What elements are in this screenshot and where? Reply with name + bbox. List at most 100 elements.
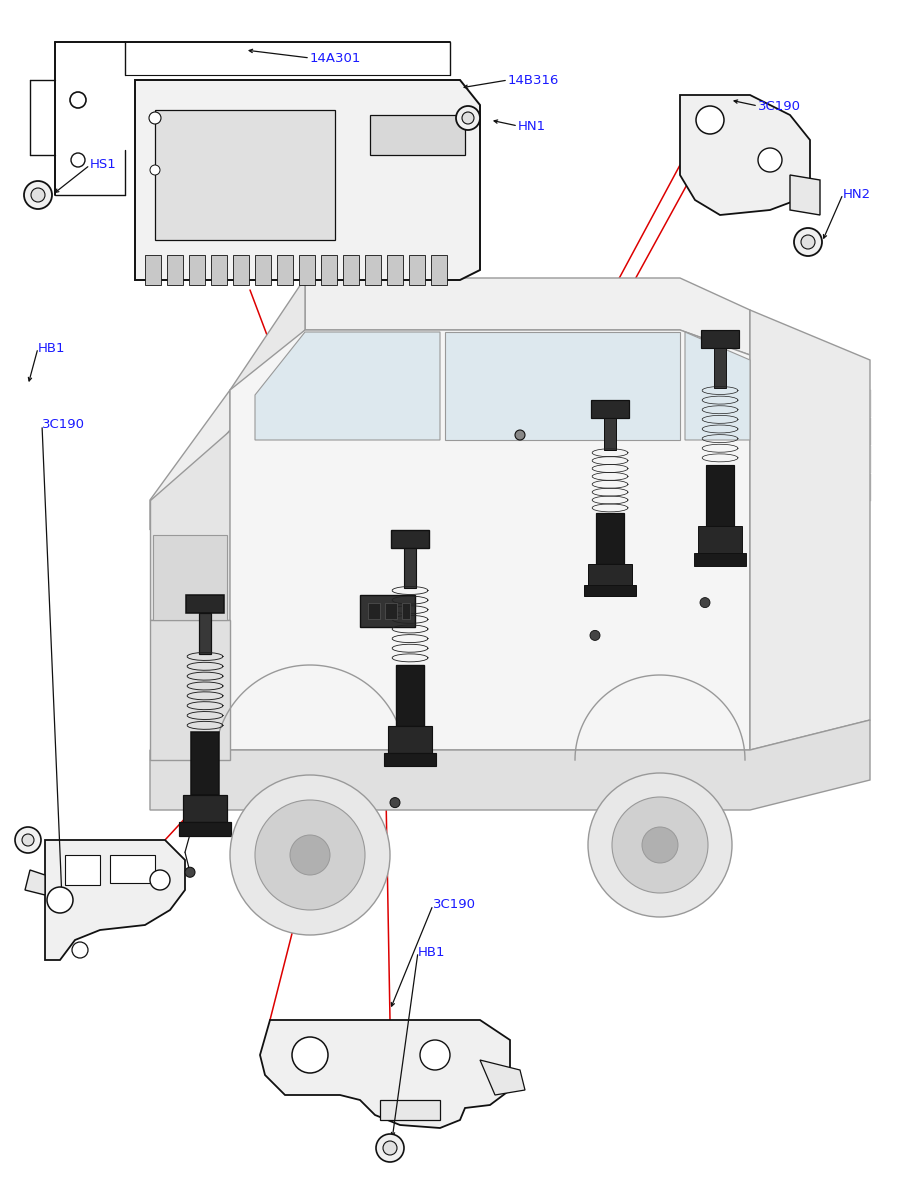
Polygon shape <box>150 390 230 530</box>
Circle shape <box>696 106 724 134</box>
Bar <box>596 514 624 564</box>
Circle shape <box>31 188 45 202</box>
Bar <box>145 254 161 284</box>
Circle shape <box>383 1141 397 1154</box>
Circle shape <box>515 430 525 440</box>
Bar <box>110 854 155 883</box>
Polygon shape <box>305 278 750 355</box>
Bar <box>409 254 425 284</box>
Bar <box>816 474 843 502</box>
Bar <box>321 254 337 284</box>
Bar <box>844 390 871 416</box>
Bar <box>714 348 726 388</box>
Circle shape <box>376 1134 404 1162</box>
Bar <box>65 854 100 886</box>
Bar <box>380 1100 440 1120</box>
Circle shape <box>22 834 34 846</box>
Bar <box>396 665 424 726</box>
Polygon shape <box>685 332 750 440</box>
Bar <box>199 613 211 654</box>
Bar <box>191 732 219 796</box>
Circle shape <box>230 775 390 935</box>
Text: 14A301: 14A301 <box>310 52 362 65</box>
Polygon shape <box>255 332 440 440</box>
Circle shape <box>72 942 88 958</box>
Polygon shape <box>680 95 810 215</box>
Polygon shape <box>150 620 230 760</box>
Bar <box>391 530 429 548</box>
Text: 3C190: 3C190 <box>42 419 85 432</box>
Polygon shape <box>445 332 680 440</box>
Bar <box>404 548 416 588</box>
Bar <box>155 110 335 240</box>
Circle shape <box>185 868 195 877</box>
Bar <box>402 602 410 619</box>
Circle shape <box>47 887 73 913</box>
Circle shape <box>456 106 480 130</box>
Bar <box>277 254 293 284</box>
Bar <box>844 474 871 502</box>
Polygon shape <box>150 430 230 620</box>
Bar <box>211 254 227 284</box>
Bar <box>368 602 380 619</box>
Polygon shape <box>153 535 227 620</box>
Circle shape <box>290 835 330 875</box>
Bar <box>760 474 787 502</box>
Bar <box>431 254 447 284</box>
Bar <box>694 552 746 566</box>
Polygon shape <box>260 1020 510 1128</box>
Text: scuderia: scuderia <box>290 521 676 599</box>
Polygon shape <box>135 80 480 280</box>
Bar <box>365 254 381 284</box>
Circle shape <box>642 827 678 863</box>
Bar <box>816 418 843 445</box>
Circle shape <box>70 92 86 108</box>
Bar <box>183 796 227 822</box>
Bar <box>760 390 787 416</box>
Bar <box>604 418 616 450</box>
Polygon shape <box>750 310 870 750</box>
Text: 3C190: 3C190 <box>758 100 801 113</box>
Bar <box>760 418 787 445</box>
Bar <box>760 446 787 473</box>
Text: HS1: HS1 <box>90 158 117 172</box>
Bar <box>788 446 815 473</box>
Bar <box>167 254 183 284</box>
Text: HB1: HB1 <box>418 946 445 959</box>
Bar <box>788 474 815 502</box>
Text: HN2: HN2 <box>843 187 871 200</box>
Circle shape <box>612 797 708 893</box>
Circle shape <box>255 800 365 910</box>
Circle shape <box>588 773 732 917</box>
Circle shape <box>390 798 400 808</box>
Text: 3C190: 3C190 <box>433 899 476 912</box>
Circle shape <box>420 1040 450 1070</box>
Bar <box>388 726 432 752</box>
Circle shape <box>71 152 85 167</box>
Bar <box>584 586 636 596</box>
Bar <box>189 254 205 284</box>
Text: 14B316: 14B316 <box>508 73 559 86</box>
Bar <box>701 330 739 348</box>
Bar <box>816 390 843 416</box>
Text: HN1: HN1 <box>518 120 546 132</box>
Polygon shape <box>45 840 185 960</box>
Bar <box>844 418 871 445</box>
Polygon shape <box>480 1060 525 1094</box>
Polygon shape <box>230 278 305 430</box>
Circle shape <box>801 235 815 248</box>
Circle shape <box>150 870 170 890</box>
Circle shape <box>24 181 52 209</box>
Bar <box>233 254 249 284</box>
Polygon shape <box>25 870 45 895</box>
Polygon shape <box>150 720 870 810</box>
Bar <box>788 390 815 416</box>
Circle shape <box>462 112 474 124</box>
Circle shape <box>758 148 782 172</box>
Circle shape <box>292 1037 328 1073</box>
Circle shape <box>150 164 160 175</box>
Bar <box>179 822 231 835</box>
Polygon shape <box>230 330 750 750</box>
Bar <box>591 400 629 418</box>
Polygon shape <box>790 175 820 215</box>
